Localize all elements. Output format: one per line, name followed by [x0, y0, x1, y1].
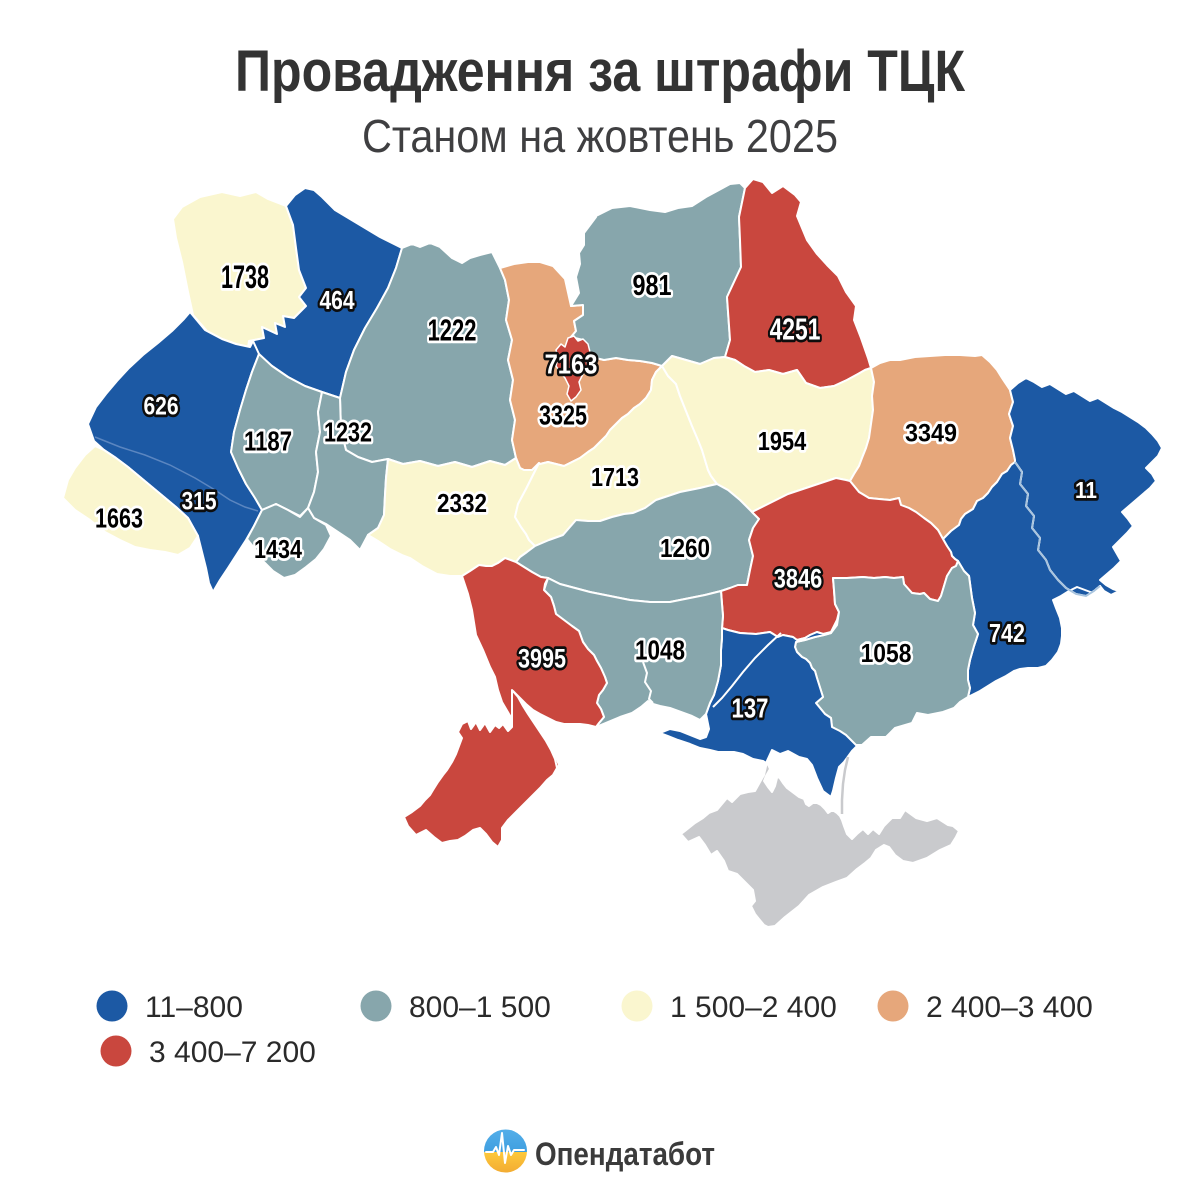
- svg-text:1 500–2 400: 1 500–2 400: [670, 991, 837, 1024]
- svg-text:11–800: 11–800: [145, 991, 243, 1024]
- svg-text:Станом на жовтень 2025: Станом на жовтень 2025: [362, 110, 838, 162]
- svg-text:3325: 3325: [539, 400, 587, 431]
- svg-text:11: 11: [1075, 477, 1097, 503]
- svg-text:4251: 4251: [770, 312, 821, 347]
- svg-text:1260: 1260: [660, 533, 710, 563]
- svg-text:742: 742: [989, 618, 1025, 648]
- svg-text:1663: 1663: [95, 503, 143, 534]
- svg-text:1232: 1232: [324, 417, 372, 448]
- svg-text:3349: 3349: [905, 420, 957, 448]
- svg-text:Провадження за штрафи ТЦК: Провадження за штрафи ТЦК: [235, 39, 966, 104]
- svg-text:1713: 1713: [591, 462, 639, 492]
- svg-text:1187: 1187: [244, 426, 292, 457]
- svg-text:1222: 1222: [428, 313, 477, 348]
- svg-text:3995: 3995: [518, 643, 566, 673]
- svg-text:981: 981: [633, 270, 672, 302]
- svg-text:2 400–3 400: 2 400–3 400: [926, 991, 1093, 1024]
- svg-text:1048: 1048: [635, 635, 685, 666]
- svg-text:1954: 1954: [758, 426, 807, 456]
- svg-text:315: 315: [181, 488, 216, 516]
- svg-text:3846: 3846: [774, 563, 822, 593]
- svg-text:Опендатабот: Опендатабот: [535, 1136, 715, 1172]
- svg-text:7163: 7163: [545, 349, 598, 380]
- svg-text:626: 626: [143, 393, 178, 421]
- svg-text:3 400–7 200: 3 400–7 200: [149, 1036, 316, 1069]
- svg-text:137: 137: [732, 693, 769, 724]
- svg-text:1058: 1058: [861, 638, 912, 668]
- svg-text:800–1 500: 800–1 500: [409, 991, 551, 1024]
- svg-text:1738: 1738: [221, 259, 269, 295]
- svg-text:2332: 2332: [437, 488, 487, 518]
- svg-text:464: 464: [319, 285, 355, 315]
- svg-text:1434: 1434: [254, 534, 302, 564]
